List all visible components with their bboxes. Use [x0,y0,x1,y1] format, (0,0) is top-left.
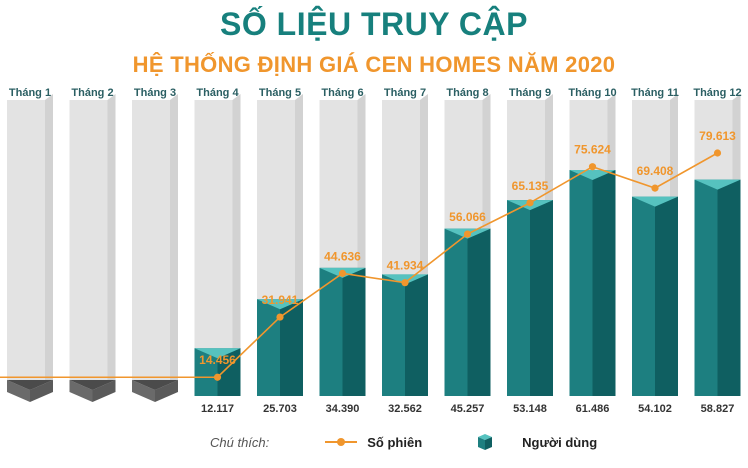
bar-value-label: 12.117 [201,403,234,415]
month-label: Tháng 7 [384,87,426,99]
month-label: Tháng 5 [259,87,301,99]
empty-base-left [69,380,93,402]
background-columns [7,94,741,392]
line-point [713,149,722,157]
legend-bar-label: Người dùng [522,434,598,450]
chart-subtitle: HỆ THỐNG ĐỊNH GIÁ CEN HOMES NĂM 2020 [132,52,616,77]
empty-base-right [92,380,116,402]
labels: Tháng 1 Tháng 2 Tháng 3 Tháng 4 12.117 Tháng … [9,87,742,415]
month-label: Tháng 2 [71,87,113,99]
background-column-side [170,94,178,392]
chart-title: SỐ LIỆU TRUY CẬP [220,6,528,42]
line-value-label: 44.636 [324,249,361,263]
month-label: Tháng 9 [509,87,551,99]
bar-value-label: 54.102 [638,403,672,415]
legend-bar-swatch [478,434,493,450]
background-column-side [45,94,53,392]
month-label: Tháng 6 [321,87,363,99]
bar-side [655,196,678,396]
bar-side [592,170,616,396]
line-value-label: 41.934 [387,259,424,273]
bar-top [194,348,241,359]
background-column [7,100,45,392]
bar-side [342,267,366,396]
line-value-label: 56.066 [449,210,486,224]
line-point [338,269,347,277]
month-label: Tháng 10 [568,87,616,99]
month-label: Tháng 12 [693,87,741,99]
line-series [0,149,722,381]
background-column [69,100,108,392]
empty-base-top [7,380,53,390]
legend-line-swatch [325,435,358,449]
empty-base-top [69,380,116,390]
empty-base-right [30,380,53,402]
bar-side [530,200,553,396]
month-label: Tháng 3 [134,87,176,99]
background-column-side [232,94,241,392]
month-label: Tháng 4 [196,87,239,99]
bar-series [7,170,741,402]
empty-base-top [132,380,178,390]
line-path [0,152,718,379]
background-column [194,100,233,392]
month-label: Tháng 11 [631,87,679,99]
bar-value-label: 58.827 [701,403,735,415]
bar-top [632,196,678,207]
line-point [526,199,534,207]
line-point [401,279,409,287]
bar-value-label: 25.703 [263,403,297,415]
line-value-label: 14.456 [199,353,236,367]
line-point [463,230,472,238]
line-value-label: 69.408 [637,164,674,178]
month-label: Tháng 1 [9,87,51,99]
legend: Chú thích: Số phiên Người dùng [210,434,597,450]
line-value-label: 31.941 [262,293,299,307]
month-label: Tháng 8 [446,87,488,99]
bar-side [280,299,303,396]
bar-top [257,299,303,310]
line-value-label: 65.135 [512,179,549,193]
bar-top [694,179,741,190]
bar-side [467,228,491,396]
line-point [213,373,222,381]
background-column-side [107,94,116,392]
line-value-label: 75.624 [574,143,611,157]
line-point [588,163,597,171]
empty-base-left [7,380,30,402]
bar-value-label: 53.148 [513,403,547,415]
bar-side [405,274,428,396]
bar-value-label: 61.486 [576,403,610,415]
empty-base-right [155,380,178,402]
background-column [132,100,170,392]
bar-value-label: 45.257 [451,403,485,415]
line-point [651,184,659,192]
legend-caption: Chú thích: [210,434,270,450]
legend-line-label: Số phiên [367,434,423,450]
line-value-label: 79.613 [699,129,736,143]
bar-value-label: 32.562 [388,403,422,415]
bar-side [717,179,741,396]
empty-base-left [132,380,155,402]
bar-value-label: 34.390 [326,403,360,415]
line-point [276,313,284,321]
